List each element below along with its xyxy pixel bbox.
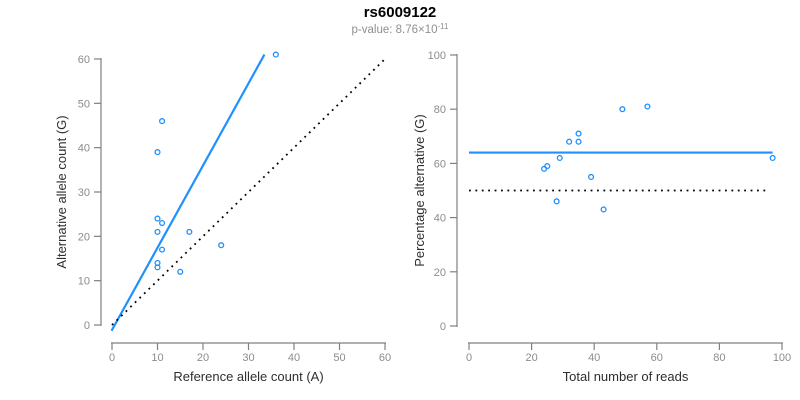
fit-line	[110, 54, 266, 332]
left-x-axis-title: Reference allele count (A)	[173, 369, 323, 384]
left-x-tick-label: 30	[242, 352, 254, 364]
right-x-tick-label: 60	[651, 352, 663, 364]
right-data-point	[575, 138, 582, 145]
left-y-tick-label: 60	[78, 54, 90, 66]
right-data-point	[588, 173, 595, 181]
left-y-tick-label: 10	[78, 276, 90, 288]
right-y-tick-label: 80	[434, 104, 446, 116]
right-y-tick-label: 60	[434, 158, 446, 170]
right-y-tick-label: 20	[434, 267, 446, 279]
right-x-axis-title: Total number of reads	[563, 369, 689, 384]
left-data-point	[272, 51, 279, 58]
identity-line	[111, 58, 386, 326]
left-y-tick-label: 0	[84, 320, 90, 332]
right-data-point	[541, 165, 548, 172]
left-y-tick-label: 20	[78, 231, 90, 243]
left-data-point	[159, 118, 166, 125]
right-y-tick-label: 100	[428, 50, 446, 62]
right-data-point	[556, 154, 563, 162]
right-x-tick-label: 80	[713, 352, 725, 364]
right-x-tick-label: 0	[466, 352, 472, 364]
left-data-point	[218, 242, 225, 249]
right-data-point	[553, 198, 560, 205]
right-y-tick-label: 0	[440, 321, 446, 333]
right-y-tick-label: 40	[434, 213, 446, 225]
left-x-tick-label: 40	[288, 352, 300, 364]
left-x-tick-label: 60	[379, 352, 391, 364]
right-data-point	[575, 130, 582, 137]
right-data-point	[769, 154, 776, 162]
left-y-tick-label: 30	[78, 187, 90, 199]
right-x-tick-label: 20	[525, 352, 537, 364]
left-data-point	[177, 268, 184, 275]
left-x-tick-label: 20	[197, 352, 209, 364]
right-x-tick-label: 40	[588, 352, 600, 364]
left-x-tick-label: 50	[333, 352, 345, 364]
left-y-tick-label: 50	[78, 98, 90, 110]
left-data-point	[186, 228, 193, 235]
right-x-tick-label: 100	[773, 352, 791, 364]
left-x-tick-label: 0	[109, 352, 115, 364]
left-data-point	[159, 219, 166, 227]
left-data-point	[154, 215, 161, 222]
left-data-point	[159, 246, 166, 253]
right-y-axis-title: Percentage alternative (G)	[412, 114, 427, 266]
right-data-point	[644, 103, 651, 110]
left-data-point	[154, 264, 161, 271]
left-y-tick-label: 40	[78, 143, 90, 155]
left-y-axis-title: Alternative allele count (G)	[54, 115, 69, 268]
left-x-tick-label: 10	[151, 352, 163, 364]
left-data-point	[154, 228, 161, 235]
right-data-point	[566, 138, 573, 145]
left-data-point	[154, 149, 161, 156]
right-data-point	[619, 106, 626, 113]
right-data-point	[600, 206, 607, 213]
